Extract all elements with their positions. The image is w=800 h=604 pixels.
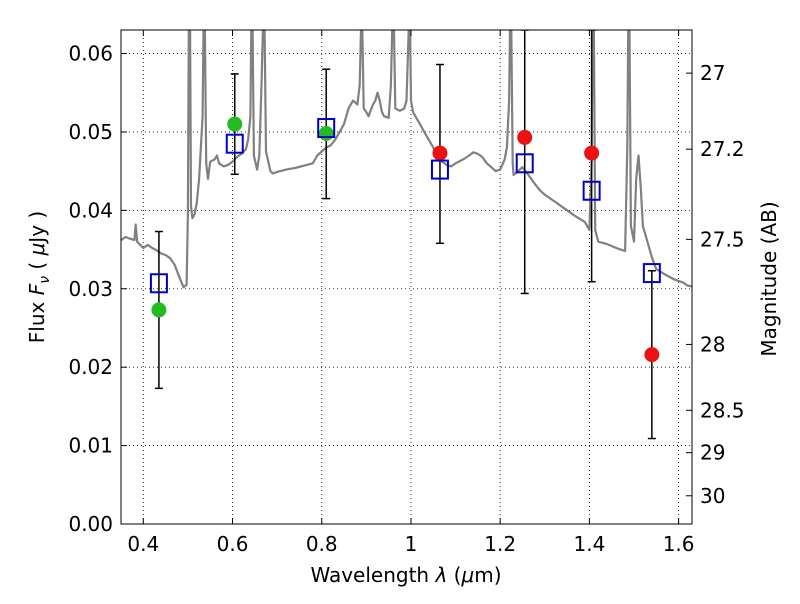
magnitude-tick-label: 30: [700, 484, 725, 508]
y-tick-label: 0.00: [68, 512, 113, 536]
magnitude-tick-label: 28.5: [700, 398, 745, 422]
y-tick-label: 0.02: [68, 355, 113, 379]
y-axis-ticks: 0.00 0.01 0.02 0.03 0.04 0.05 0.06: [68, 42, 127, 536]
plot-area: [121, 30, 692, 440]
y-tick-label: 0.06: [68, 42, 113, 66]
observed-flux-point: [432, 145, 448, 161]
model-photometry-square: [430, 159, 449, 180]
x-tick-label: 0.4: [127, 532, 159, 556]
model-photometry-square: [149, 273, 168, 294]
marker-layer: [149, 116, 661, 363]
spectrum-layer: [121, 30, 692, 289]
model-photometry-square: [225, 133, 244, 154]
x-axis-ticks: 0.4 0.6 0.8 1 1.2 1.4 1.6: [127, 30, 695, 556]
magnitude-tick-label: 27.5: [700, 227, 745, 251]
x-axis-label: Wavelength λ (μm): [310, 563, 501, 587]
magnitude-tick-label: 29: [700, 441, 725, 465]
model-photometry-square: [515, 153, 534, 174]
y-tick-label: 0.04: [68, 198, 113, 222]
x-tick-label: 1.6: [663, 532, 695, 556]
plot-frame: [120, 29, 693, 525]
y-axis-label: Flux Fν ( μJy ): [25, 211, 53, 343]
errorbar-layer: [154, 30, 656, 440]
magnitude-tick-label: 27.2: [700, 137, 745, 161]
model-spectrum-line: [121, 30, 692, 289]
observed-flux-point: [227, 116, 243, 132]
magnitude-tick-label: 28: [700, 332, 725, 356]
x-tick-label: 1: [405, 532, 418, 556]
y-tick-label: 0.05: [68, 120, 113, 144]
model-photometry-square: [582, 180, 601, 201]
x-tick-label: 1.4: [573, 532, 605, 556]
observed-flux-point: [517, 129, 533, 145]
x-tick-label: 0.8: [306, 532, 338, 556]
observed-flux-point: [151, 302, 167, 318]
model-photometry-square: [642, 263, 661, 284]
magnitude-axis-label: Magnitude (AB): [757, 201, 781, 356]
model-photometry-square: [317, 118, 336, 139]
x-tick-label: 0.6: [217, 532, 249, 556]
y-tick-label: 0.03: [68, 277, 113, 301]
observed-flux-point: [584, 145, 600, 161]
y-tick-label: 0.01: [68, 434, 113, 458]
observed-flux-point: [318, 126, 334, 142]
observed-flux-point: [644, 347, 660, 363]
x-tick-label: 1.2: [484, 532, 516, 556]
magnitude-axis-ticks: 27 27.2 27.5 28 28.5 29 30: [686, 61, 745, 508]
magnitude-tick-label: 27: [700, 61, 725, 85]
